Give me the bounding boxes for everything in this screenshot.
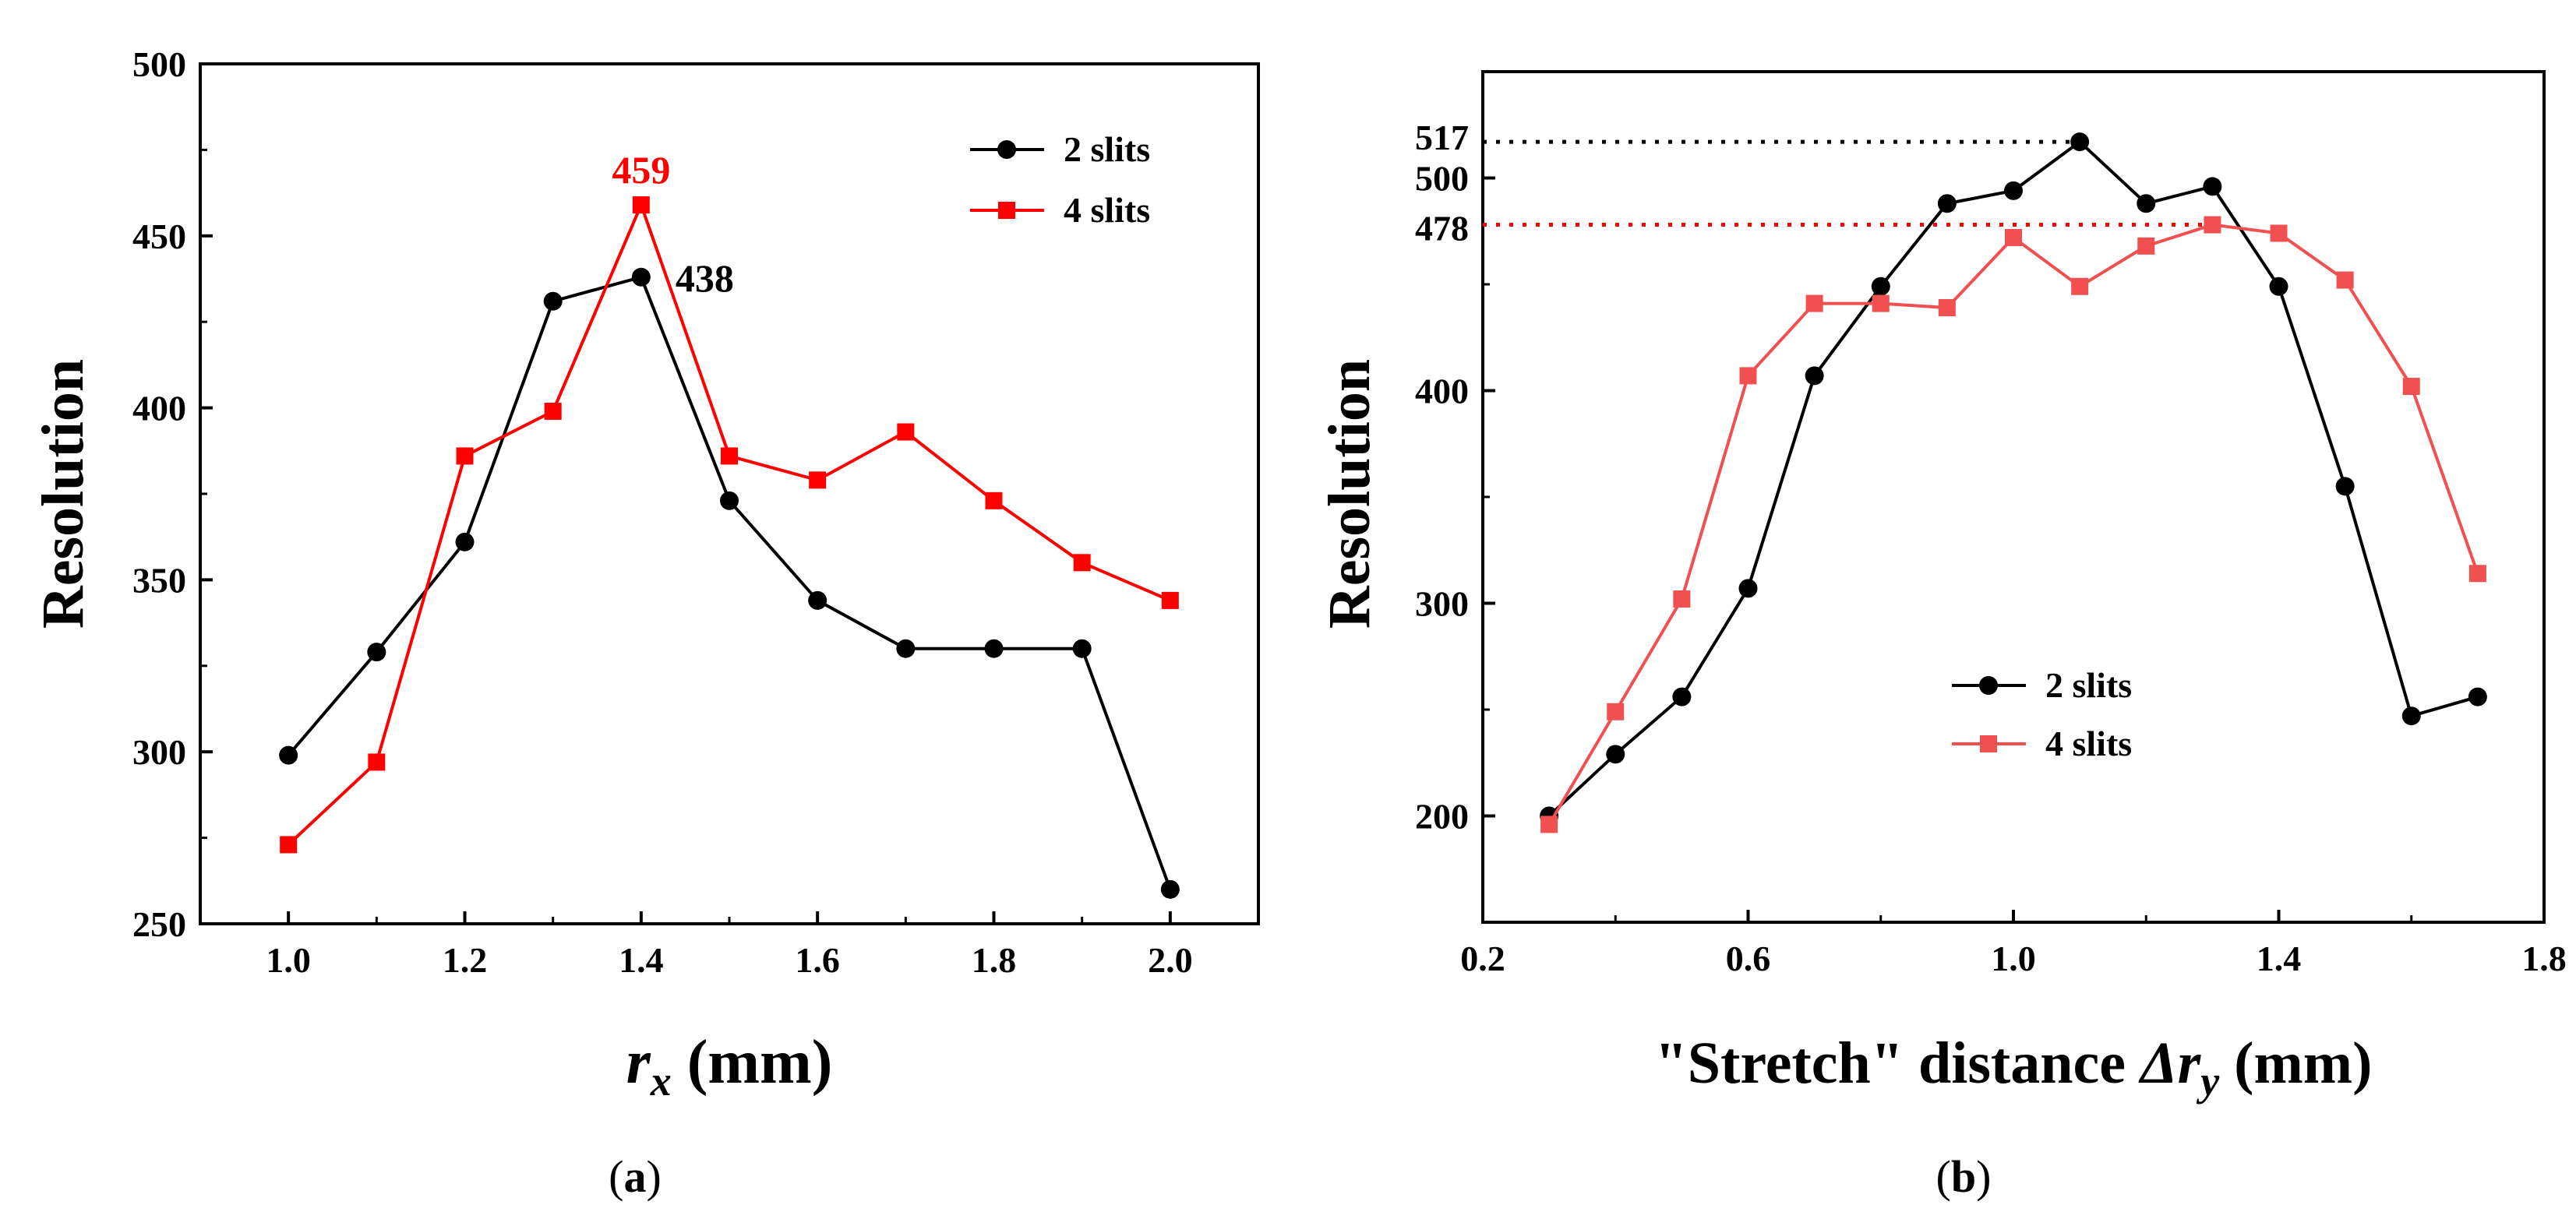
data-point xyxy=(2004,181,2023,200)
data-point xyxy=(1160,879,1180,899)
data-point xyxy=(2137,194,2156,213)
data-point xyxy=(1938,299,1956,317)
y-tick-label: 200 xyxy=(1415,797,1469,837)
y-tick-label: 400 xyxy=(132,389,186,428)
series-line-4-slits xyxy=(287,200,1171,846)
y-tick-label: 400 xyxy=(1415,372,1469,411)
data-point xyxy=(1937,194,1957,213)
legend-marker xyxy=(1979,676,1998,695)
x-tick-label: 1.2 xyxy=(443,940,488,980)
data-point xyxy=(280,836,298,854)
data-point xyxy=(279,745,298,765)
data-point xyxy=(1738,579,1758,598)
legend-label: 2 slits xyxy=(2045,665,2132,705)
y-tick-label: 300 xyxy=(1415,584,1469,624)
x-tick-label: 1.0 xyxy=(266,940,311,980)
peak-annotation-4-slits: 459 xyxy=(612,148,670,192)
x-tick-label: 0.2 xyxy=(1460,939,1505,978)
caption-b: (b) xyxy=(1936,1151,1992,1202)
data-point xyxy=(1739,367,1757,385)
data-point xyxy=(1540,816,1558,833)
y-tick-label: 450 xyxy=(132,217,186,256)
data-point xyxy=(1673,590,1691,608)
data-point xyxy=(2137,237,2155,255)
x-tick-label: 2.0 xyxy=(1148,940,1193,980)
x-tick-label: 1.8 xyxy=(2521,939,2567,978)
data-point xyxy=(1672,687,1692,706)
y-tick-label: 500 xyxy=(1415,159,1469,199)
series-line-4-slits xyxy=(1547,223,2479,826)
y-tick-label: 350 xyxy=(132,560,186,600)
data-point xyxy=(543,291,563,311)
data-point xyxy=(896,639,916,658)
legend-marker xyxy=(997,140,1016,159)
data-point xyxy=(455,532,475,551)
data-point xyxy=(808,590,827,610)
x-axis-title: "Stretch" distance Δry (mm) xyxy=(1655,1031,2373,1104)
data-point xyxy=(2269,277,2288,296)
data-point xyxy=(2336,271,2354,289)
legend-label: 4 slits xyxy=(2045,724,2132,763)
x-tick-label: 0.6 xyxy=(1726,939,1771,978)
legend-label: 2 slits xyxy=(1064,129,1150,169)
data-point xyxy=(720,491,739,510)
x-tick-label: 1.8 xyxy=(972,940,1017,980)
caption-a: (a) xyxy=(609,1151,662,1202)
x-axis-title: rx (mm) xyxy=(626,1028,833,1104)
reference-tick-label: 517 xyxy=(1415,118,1469,157)
data-point xyxy=(2005,228,2022,246)
data-point xyxy=(2468,687,2487,706)
data-point xyxy=(2070,132,2090,152)
peak-annotation-2-slits: 438 xyxy=(676,256,734,300)
data-point xyxy=(1805,294,1823,312)
data-point xyxy=(809,471,827,489)
x-tick-label: 1.6 xyxy=(795,940,840,980)
data-point xyxy=(367,643,386,662)
data-point xyxy=(368,753,386,771)
y-tick-label: 500 xyxy=(132,44,186,84)
x-tick-label: 1.4 xyxy=(619,940,664,980)
data-point xyxy=(2270,224,2288,242)
y-axis-title: Resolution xyxy=(1317,359,1382,629)
data-point xyxy=(456,447,474,465)
series-line-2-slits xyxy=(287,275,1172,890)
data-point xyxy=(632,196,650,214)
data-point xyxy=(544,403,562,421)
data-point xyxy=(1606,745,1625,764)
y-axis-title: Resolution xyxy=(30,359,96,629)
data-point xyxy=(1805,366,1824,386)
data-point xyxy=(1072,639,1092,658)
data-point xyxy=(1607,703,1625,720)
data-point xyxy=(897,423,915,441)
data-point xyxy=(631,267,651,287)
data-point xyxy=(2203,177,2222,196)
data-point xyxy=(985,491,1003,509)
x-tick-label: 1.0 xyxy=(1991,939,2036,978)
data-point xyxy=(984,639,1004,658)
y-tick-label: 250 xyxy=(132,904,186,944)
data-point xyxy=(2335,477,2355,496)
reference-tick-label: 478 xyxy=(1415,209,1469,248)
y-tick-label: 300 xyxy=(132,732,186,772)
data-point xyxy=(2071,277,2089,295)
data-point xyxy=(2468,565,2486,583)
panel-a-chart: 1.0 1.2 1.4 1.6 1.8 2.0 250 300 350 400 450 500 459 4… xyxy=(30,44,1260,1202)
legend-label: 4 slits xyxy=(1064,190,1150,230)
data-point xyxy=(2402,378,2420,396)
data-point xyxy=(2204,216,2221,234)
legend-marker xyxy=(998,202,1015,219)
data-point xyxy=(1872,294,1890,312)
data-point xyxy=(1871,277,1890,296)
data-point xyxy=(2401,706,2421,726)
data-point xyxy=(1073,554,1091,572)
data-point xyxy=(721,447,738,465)
x-tick-label: 1.4 xyxy=(2257,939,2302,978)
legend-marker xyxy=(1980,735,1997,752)
data-point xyxy=(1161,591,1179,609)
